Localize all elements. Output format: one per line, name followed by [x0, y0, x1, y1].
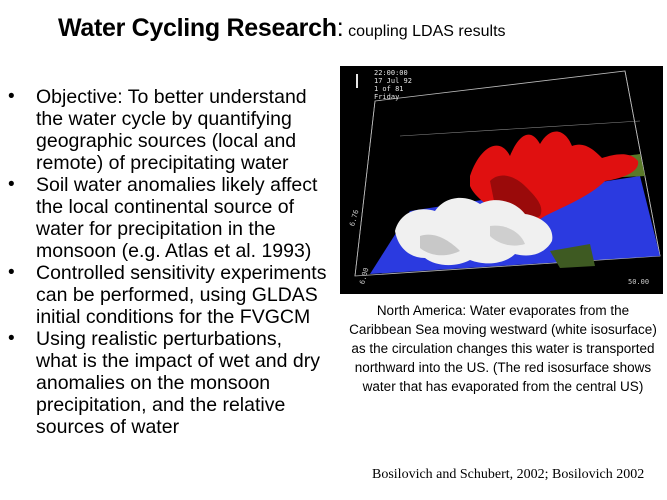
bullet-glyph: •: [8, 328, 15, 349]
white-isosurface-shadow: [420, 234, 460, 256]
title-subtitle: coupling LDAS results: [343, 23, 506, 40]
citation: Bosilovich and Schubert, 2002; Bosilovic…: [372, 467, 645, 482]
title-main: Water Cycling Research: [58, 14, 337, 42]
bounding-box-edge: [624, 70, 661, 257]
bullet-glyph: •: [8, 174, 15, 195]
bounding-box-edge: [399, 120, 641, 137]
bullet-glyph: •: [8, 262, 15, 283]
bullet-item: • Using realistic perturbations, what is …: [8, 328, 328, 438]
figure-caption: North America: Water evaporates from the…: [349, 303, 657, 394]
bullet-text: Using realistic perturbations, what is t…: [36, 328, 320, 438]
isosurface-visualization: [340, 66, 663, 294]
bullet-glyph: •: [8, 86, 15, 107]
slide-title: Water Cycling Research: coupling LDAS re…: [58, 14, 506, 43]
bounding-box-edge: [354, 100, 376, 277]
time-readout: 22:00:00 17 Jul 92 1 of 81 Friday: [374, 69, 412, 101]
hud-time: 22:00:00: [374, 69, 408, 77]
bullet-text: Objective: To better understand the wate…: [36, 86, 307, 174]
hud-frame: 1 of 81: [374, 85, 404, 93]
white-isosurface-shadow: [490, 225, 525, 246]
axis-label-bottom-right: 50.00: [628, 278, 650, 286]
land-patch: [550, 244, 595, 268]
hud-weekday: Friday: [374, 93, 400, 101]
bullet-item: • Controlled sensitivity experiments can …: [8, 262, 328, 328]
visualization-canvas: [354, 70, 661, 277]
bullet-text: Controlled sensitivity experiments can b…: [36, 262, 327, 328]
bullet-list: • Objective: To better understand the wat…: [8, 86, 328, 438]
title-colon: :: [336, 14, 344, 42]
time-marker: [356, 74, 358, 88]
bullet-text: Soil water anomalies likely affect the l…: [36, 174, 318, 262]
bullet-item: • Objective: To better understand the wat…: [8, 86, 328, 174]
hud-date: 17 Jul 92: [374, 77, 412, 85]
bullet-item: • Soil water anomalies likely affect the …: [8, 174, 328, 262]
